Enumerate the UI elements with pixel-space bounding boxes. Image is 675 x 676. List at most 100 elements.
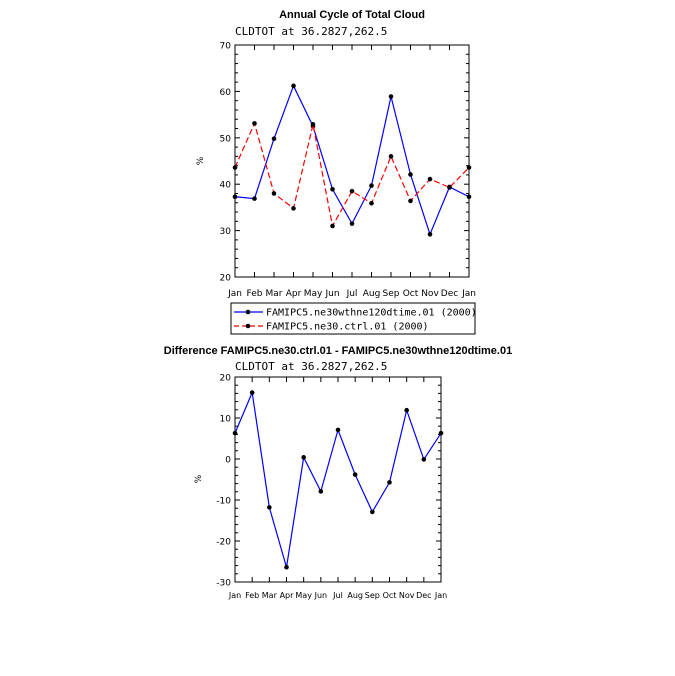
y-tick-label: 70 — [220, 42, 232, 52]
x-tick-label: Jun — [314, 591, 328, 600]
y-tick-label: 10 — [220, 415, 232, 425]
chart-subtitle: CLDTOT at 36.2827,262.5 — [235, 25, 387, 38]
x-tick-label: Dec — [416, 591, 431, 600]
data-point — [232, 165, 238, 170]
data-point — [232, 194, 238, 200]
data-point — [318, 489, 324, 494]
x-tick-label: Jul — [346, 289, 358, 299]
x-tick-label: Mar — [266, 289, 283, 299]
x-tick-label: Aug — [363, 289, 381, 299]
data-point — [291, 83, 296, 89]
plot-frame — [234, 44, 470, 278]
x-tick-label: Apr — [286, 289, 302, 299]
data-point — [421, 457, 427, 462]
data-point — [352, 472, 358, 477]
data-point — [438, 430, 444, 436]
data-point — [249, 390, 255, 395]
data-point — [291, 206, 296, 211]
chart-title: Difference FAMIPC5.ne30.ctrl.01 - FAMIPC… — [164, 345, 512, 357]
data-point — [349, 188, 355, 194]
data-series — [232, 390, 444, 570]
plot-frame — [234, 376, 442, 583]
x-tick-label: Jun — [324, 289, 339, 299]
data-point — [408, 198, 413, 204]
x-tick-label: Jan — [228, 591, 241, 600]
data-point — [310, 122, 316, 127]
x-tick-label: Mar — [262, 591, 278, 600]
x-tick-label: Jan — [434, 591, 447, 600]
legend-marker-series-1 — [245, 309, 251, 315]
data-point — [427, 176, 433, 182]
legend: FAMIPC5.ne30wthne120dtime.01 (2000) FAMI… — [230, 302, 477, 335]
data-point — [408, 172, 413, 177]
x-tick-label: May — [295, 591, 312, 600]
data-point — [335, 427, 341, 433]
data-point — [349, 221, 355, 226]
data-point — [370, 509, 375, 515]
data-point — [301, 455, 306, 460]
y-tick-label: -20 — [216, 538, 231, 548]
data-point — [466, 165, 472, 170]
y-tick-label: 20 — [220, 274, 232, 284]
y-tick-label: 20 — [220, 374, 232, 384]
data-point — [330, 187, 335, 192]
x-tick-label: Dec — [441, 289, 458, 299]
x-tick-label: Aug — [347, 591, 363, 600]
series-line-1 — [234, 390, 442, 568]
chart-subtitle: CLDTOT at 36.2827,262.5 — [235, 360, 387, 373]
y-tick-labels: -30 -20 -10 0 10 20 — [216, 374, 231, 589]
axis-ticks — [234, 376, 442, 583]
x-tick-label: Jan — [461, 289, 476, 299]
x-tick-label: May — [304, 289, 323, 299]
x-tick-label: Oct — [383, 591, 397, 600]
data-point — [369, 200, 374, 206]
data-point — [404, 407, 409, 413]
annual-cycle-chart: Annual Cycle of Total Cloud CLDTOT at 36… — [196, 9, 477, 335]
legend-marker-series-2 — [245, 323, 251, 329]
x-tick-label: Nov — [421, 289, 439, 299]
data-point — [271, 191, 277, 196]
legend-box — [230, 302, 476, 335]
x-tick-label: Sep — [383, 289, 400, 299]
data-point — [427, 232, 433, 237]
y-tick-label: 50 — [220, 134, 232, 144]
x-tick-label: Sep — [365, 591, 380, 600]
difference-chart: Difference FAMIPC5.ne30.ctrl.01 - FAMIPC… — [164, 345, 512, 600]
chart-title: Annual Cycle of Total Cloud — [279, 9, 425, 21]
x-tick-label: Feb — [247, 289, 263, 299]
y-tick-label: -30 — [216, 579, 231, 589]
series-line-1 — [234, 84, 470, 237]
x-tick-label: Feb — [245, 591, 259, 600]
series-line-2 — [234, 121, 470, 228]
x-tick-label: Jan — [227, 289, 242, 299]
y-axis-label: % — [196, 156, 206, 165]
legend-label-series-1: FAMIPC5.ne30wthne120dtime.01 (2000) — [266, 308, 477, 319]
y-tick-label: 40 — [220, 181, 232, 191]
y-tick-label: 30 — [220, 227, 232, 237]
data-point — [387, 480, 392, 485]
data-series — [232, 83, 472, 237]
y-tick-labels: 20 30 40 50 60 70 — [220, 42, 232, 284]
data-point — [447, 185, 452, 190]
x-tick-label: Apr — [280, 591, 295, 600]
y-tick-label: -10 — [216, 497, 231, 507]
data-point — [330, 223, 335, 229]
y-tick-label: 60 — [220, 88, 232, 98]
data-point — [252, 196, 257, 201]
x-tick-label: Jul — [332, 591, 343, 600]
data-point — [271, 136, 277, 142]
data-point — [252, 121, 257, 126]
x-tick-label: Oct — [403, 289, 419, 299]
data-point — [388, 154, 394, 159]
data-point — [232, 430, 238, 436]
axis-ticks — [234, 44, 470, 278]
x-tick-labels: Jan Feb Mar Apr May Jun Jul Aug Sep Oct Nov Dec Jan — [228, 591, 447, 600]
y-axis-label: % — [194, 474, 204, 483]
y-tick-label: 0 — [225, 456, 231, 466]
data-point — [369, 183, 374, 188]
x-tick-label: Nov — [399, 591, 415, 600]
data-point — [466, 194, 472, 200]
data-point — [284, 564, 289, 570]
legend-label-series-2: FAMIPC5.ne30.ctrl.01 (2000) — [266, 322, 429, 333]
